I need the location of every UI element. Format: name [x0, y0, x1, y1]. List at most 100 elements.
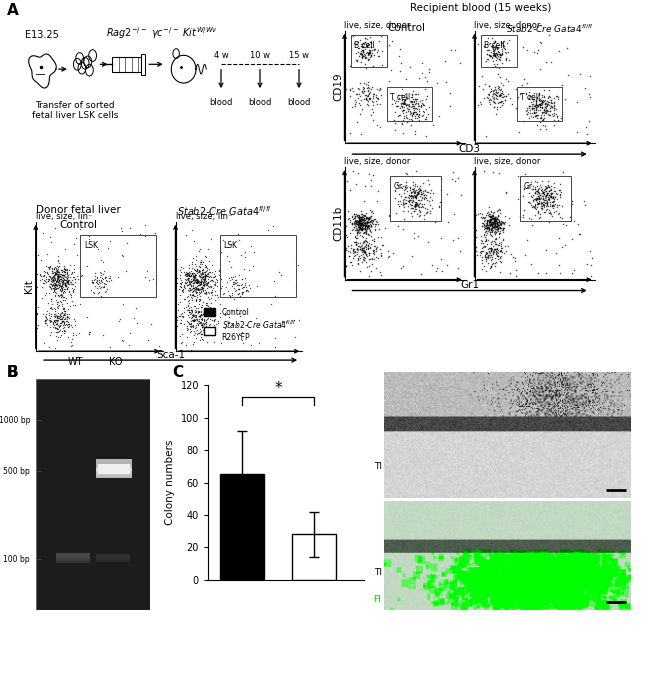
- Point: [370, 221, 380, 232]
- Point: [58, 313, 69, 324]
- Point: [49, 322, 60, 333]
- Point: [363, 89, 374, 100]
- Point: [58, 269, 68, 280]
- Point: [407, 91, 417, 102]
- Point: [547, 200, 557, 211]
- Point: [445, 100, 455, 111]
- Point: [525, 111, 536, 122]
- Point: [186, 344, 196, 355]
- Point: [184, 269, 194, 280]
- Point: [372, 98, 382, 109]
- Point: [35, 254, 46, 265]
- Point: [413, 110, 423, 121]
- Point: [370, 218, 381, 229]
- Point: [54, 276, 64, 287]
- Point: [237, 278, 247, 289]
- Point: [61, 274, 72, 285]
- Point: [365, 225, 375, 236]
- Point: [32, 308, 42, 319]
- Point: [368, 216, 378, 226]
- Point: [348, 31, 358, 42]
- Bar: [96, 469, 133, 476]
- Point: [92, 278, 103, 289]
- Point: [359, 209, 370, 220]
- Point: [384, 76, 394, 87]
- Point: [60, 280, 70, 291]
- Point: [526, 96, 536, 107]
- Point: [405, 108, 415, 119]
- Point: [408, 192, 419, 203]
- Point: [194, 295, 205, 306]
- Point: [346, 217, 357, 228]
- Point: [192, 280, 202, 291]
- Point: [358, 245, 368, 256]
- Point: [493, 218, 503, 229]
- Point: [114, 314, 125, 325]
- Point: [55, 318, 66, 329]
- Point: [352, 168, 363, 179]
- Point: [518, 42, 528, 53]
- Point: [410, 193, 421, 204]
- Point: [176, 314, 187, 325]
- Point: [42, 267, 53, 278]
- Point: [389, 115, 399, 125]
- Point: [545, 91, 555, 102]
- Point: [40, 312, 51, 323]
- Point: [63, 304, 73, 315]
- Point: [489, 41, 500, 52]
- Point: [182, 292, 192, 303]
- Point: [210, 276, 220, 287]
- Point: [51, 277, 61, 288]
- Point: [494, 221, 504, 232]
- Point: [205, 323, 216, 333]
- Point: [415, 95, 426, 106]
- Point: [501, 90, 512, 101]
- Point: [478, 166, 489, 177]
- Point: [531, 111, 541, 122]
- Point: [179, 318, 189, 329]
- Point: [363, 243, 373, 254]
- Point: [361, 48, 371, 59]
- Point: [195, 277, 205, 288]
- Point: [546, 188, 556, 199]
- Point: [47, 272, 57, 283]
- Point: [413, 100, 423, 111]
- Point: [541, 106, 551, 117]
- Point: [360, 53, 370, 63]
- Point: [486, 242, 497, 253]
- Point: [177, 286, 188, 297]
- Point: [411, 190, 422, 201]
- Bar: [142, 54, 146, 75]
- Point: [497, 234, 508, 245]
- Point: [556, 112, 566, 123]
- Point: [500, 52, 511, 63]
- Point: [545, 191, 555, 202]
- Point: [420, 192, 430, 203]
- Point: [359, 245, 369, 256]
- Point: [40, 312, 51, 323]
- Point: [494, 217, 504, 228]
- Point: [436, 184, 446, 195]
- Point: [545, 197, 555, 208]
- Point: [472, 249, 482, 260]
- Point: [401, 100, 411, 111]
- Point: [354, 221, 365, 232]
- Point: [198, 284, 208, 295]
- Point: [205, 280, 216, 291]
- Point: [354, 217, 364, 228]
- Point: [547, 195, 558, 206]
- Point: [57, 315, 67, 326]
- Point: [203, 301, 214, 312]
- Point: [391, 208, 401, 219]
- Point: [531, 98, 541, 108]
- Point: [534, 95, 544, 106]
- Point: [64, 319, 74, 330]
- Point: [489, 214, 500, 225]
- Point: [404, 196, 414, 207]
- Point: [345, 61, 356, 72]
- Point: [212, 280, 222, 291]
- Point: [359, 215, 370, 226]
- Point: [363, 88, 374, 99]
- Point: [568, 216, 578, 226]
- Point: [268, 276, 279, 286]
